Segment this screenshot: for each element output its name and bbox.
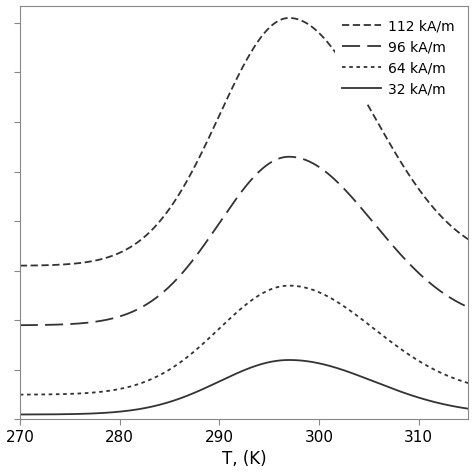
112 kA/m [399,161,405,167]
32 kA/m [234,371,239,376]
112 kA/m [219,107,225,112]
Line: 112 kA/m: 112 kA/m [0,18,474,266]
32 kA/m [286,357,292,363]
Line: 32 kA/m: 32 kA/m [0,360,474,415]
96 kA/m [234,195,239,201]
32 kA/m [0,411,1,417]
112 kA/m [0,263,1,269]
32 kA/m [219,377,225,383]
64 kA/m [0,392,1,398]
32 kA/m [399,389,405,395]
Line: 96 kA/m: 96 kA/m [0,157,474,325]
96 kA/m [219,216,225,222]
112 kA/m [234,76,239,82]
96 kA/m [286,154,292,160]
64 kA/m [399,347,405,353]
X-axis label: T, (K): T, (K) [222,450,266,468]
96 kA/m [0,322,1,328]
Line: 64 kA/m: 64 kA/m [0,286,474,395]
64 kA/m [219,323,225,328]
112 kA/m [286,15,292,21]
64 kA/m [234,310,239,315]
64 kA/m [286,283,292,289]
Legend: 112 kA/m, 96 kA/m, 64 kA/m, 32 kA/m: 112 kA/m, 96 kA/m, 64 kA/m, 32 kA/m [335,12,462,103]
96 kA/m [399,253,405,259]
